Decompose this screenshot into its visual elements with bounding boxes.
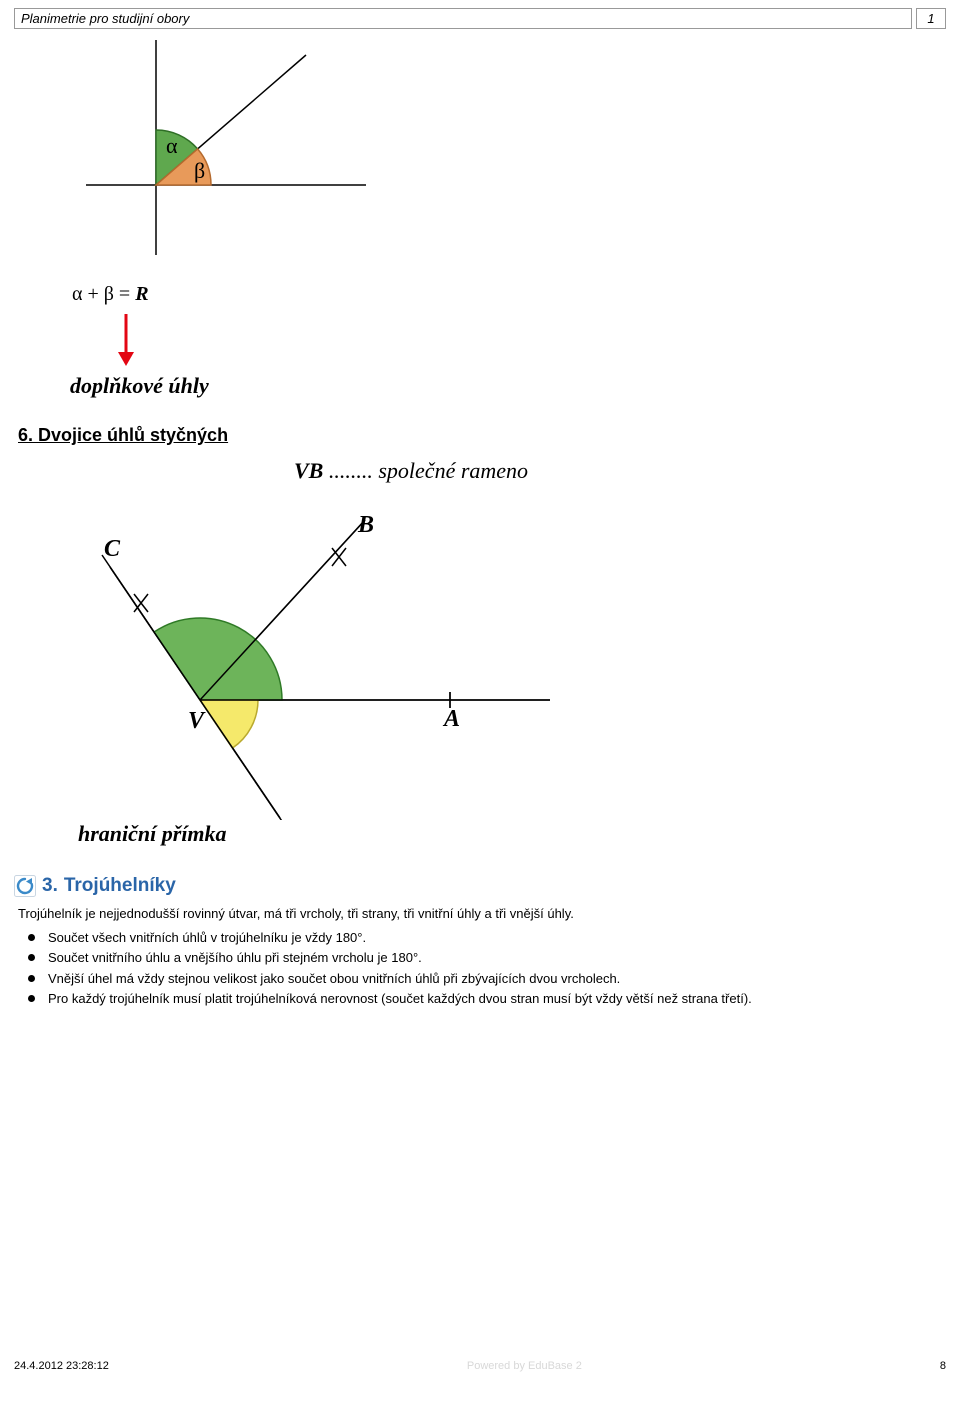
- footer-powered: Powered by EduBase 2: [467, 1360, 582, 1372]
- intro-paragraph: Trojúhelník je nejjednodušší rovinný útv…: [18, 905, 946, 923]
- header-title: Planimetrie pro studijní obory: [14, 8, 912, 29]
- list-item: Pro každý trojúhelník musí platit trojúh…: [24, 990, 946, 1008]
- section-heading: 6. Dvojice úhlů styčných: [18, 425, 946, 446]
- footer-timestamp: 24.4.2012 23:28:12: [14, 1360, 109, 1372]
- diagram-adjacent-angles: C B V A: [70, 490, 946, 823]
- arrow-icon: [114, 312, 138, 368]
- bullet-list: Součet všech vnitřních úhlů v trojúhelní…: [24, 929, 946, 1008]
- formula: α + β = R: [72, 283, 946, 306]
- alpha-label: α: [166, 133, 178, 158]
- vb-rest: společné rameno: [378, 458, 528, 483]
- diagram-complementary-angles: α β: [76, 35, 946, 263]
- vb-line: VB ........ společné rameno: [294, 458, 946, 484]
- list-item: Součet vnitřního úhlu a vnějšího úhlu př…: [24, 949, 946, 967]
- page-footer: 24.4.2012 23:28:12 Powered by EduBase 2 …: [14, 1360, 946, 1372]
- chapter-number: 3.: [42, 875, 58, 897]
- arrow-down: [114, 312, 946, 371]
- caption-boundary-line: hraniční přímka: [78, 821, 946, 847]
- adjacent-svg: C B V A: [70, 490, 590, 820]
- beta-label: β: [194, 158, 205, 183]
- vb-bold: VB: [294, 458, 323, 483]
- chapter-heading: 3. Trojúhelníky: [14, 875, 946, 897]
- caption-complementary: doplňkové úhly: [70, 373, 946, 399]
- formula-R: R: [135, 283, 148, 305]
- list-item: Součet všech vnitřních úhlů v trojúhelní…: [24, 929, 946, 947]
- label-A: A: [442, 706, 460, 732]
- list-item: Vnější úhel má vždy stejnou velikost jak…: [24, 970, 946, 988]
- refresh-icon: [14, 875, 36, 897]
- label-C: C: [104, 536, 121, 562]
- label-V: V: [188, 708, 206, 734]
- header-page-ref: 1: [916, 8, 946, 29]
- page-header: Planimetrie pro studijní obory 1: [14, 8, 946, 29]
- footer-page-number: 8: [940, 1360, 946, 1372]
- chapter-title: Trojúhelníky: [64, 875, 176, 897]
- angles-svg: α β: [76, 35, 376, 260]
- label-B: B: [357, 512, 374, 538]
- formula-lhs: α + β =: [72, 283, 135, 305]
- vb-sep: ........: [323, 458, 378, 483]
- page: Planimetrie pro studijní obory 1 α β α +…: [0, 0, 960, 1380]
